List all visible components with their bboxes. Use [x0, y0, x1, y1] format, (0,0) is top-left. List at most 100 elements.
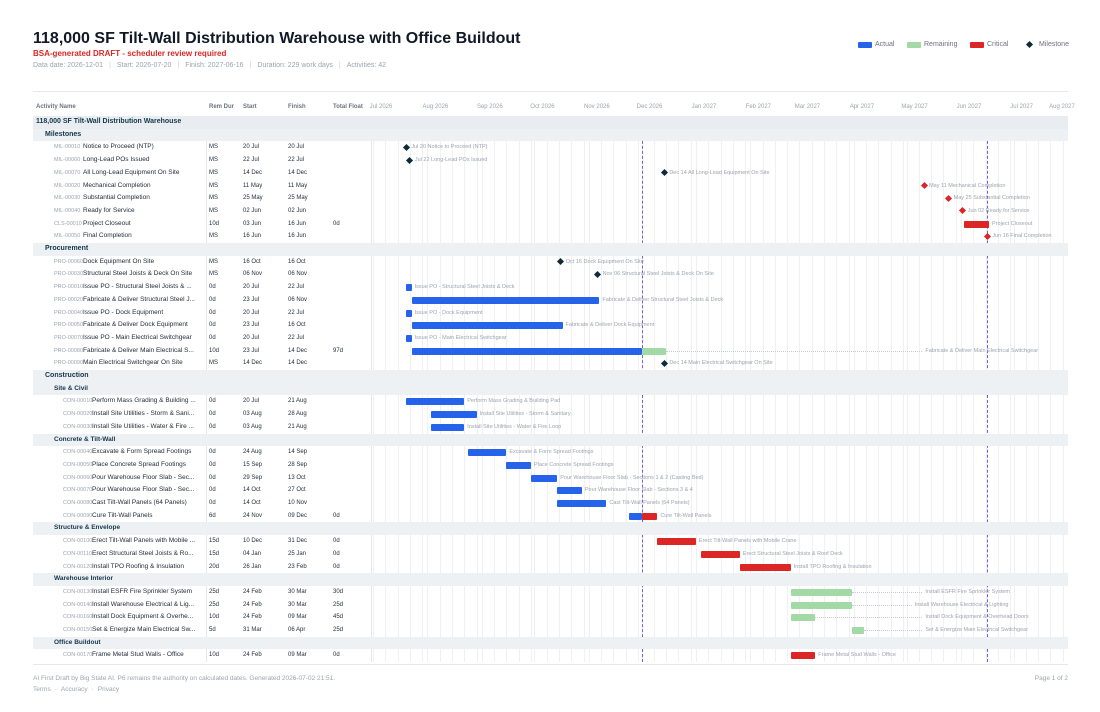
activity-row[interactable]: PRO-00050 Fabricate & Deliver Dock Equipm…: [33, 319, 1068, 332]
activity-row[interactable]: CON-00080 Cast Tilt-Wall Panels (64 Panel…: [33, 497, 1068, 510]
activity-row[interactable]: CON-00140 Install Warehouse Electrical & …: [33, 599, 1068, 612]
activity-row[interactable]: PRO-00010 Issue PO - Structural Steel Joi…: [33, 281, 1068, 294]
activity-row[interactable]: CON-00060 Pour Warehouse Floor Slab - Sec…: [33, 472, 1068, 485]
activity-row[interactable]: CON-00110 Erect Structural Steel Joists &…: [33, 548, 1068, 561]
activity-row[interactable]: MIL-00010 Notice to Proceed (NTP) MS 20 Jul…: [33, 141, 1068, 154]
group-row: Structure & Envelope: [33, 522, 1068, 536]
start-cell: 11 May: [243, 182, 263, 189]
finish-cell: 22 Jul: [288, 157, 305, 164]
group-row: 118,000 SF Tilt-Wall Distribution Wareho…: [33, 116, 1068, 129]
header-divider: [33, 91, 1068, 92]
rem-dur-cell: 25d: [209, 601, 220, 608]
terms-link[interactable]: Terms: [33, 686, 51, 693]
bar-label: Install Site Utilities - Water & Fire Lo…: [467, 423, 562, 430]
activity-row[interactable]: CON-00070 Pour Warehouse Floor Slab - Sec…: [33, 484, 1068, 497]
activity-row[interactable]: PRO-00070 Issue PO - Main Electrical Swit…: [33, 332, 1068, 345]
activity-code: PRO-00060: [54, 258, 84, 265]
start-cell: 14 Oct: [243, 500, 261, 506]
activity-name: Install ESFR Fire Sprinkler System: [92, 587, 193, 595]
draft-warning: BSA-generated DRAFT - scheduler review r…: [33, 49, 227, 58]
group-row: Construction: [33, 370, 1068, 383]
bar-label: Install TPO Roofing & Insulation: [793, 563, 872, 570]
activity-row[interactable]: CON-00010 Perform Mass Grading & Building…: [33, 395, 1068, 408]
activity-row[interactable]: CON-00120 Install TPO Roofing & Insulatio…: [33, 561, 1068, 574]
activity-row[interactable]: MIL-00070 All Long-Lead Equipment On Site…: [33, 167, 1068, 180]
rem-dur-cell: 10d: [209, 652, 220, 659]
month-label: Aug 2026: [422, 104, 449, 110]
rem-dur-cell: 0d: [209, 398, 216, 405]
month-label: Sep 2026: [476, 104, 503, 110]
activity-row[interactable]: CON-00090 Cure Tilt-Wall Panels 6d 24 Nov 09…: [33, 510, 1068, 523]
activity-name: Long-Lead POs Issued: [83, 156, 150, 164]
gantt-bar-remaining: [641, 512, 658, 520]
float-line: [852, 604, 912, 606]
gantt-bar: [852, 627, 865, 634]
start-cell: 03 Aug: [243, 411, 262, 418]
activity-name: Perform Mass Grading & Building ...: [92, 397, 196, 405]
activity-row[interactable]: CON-00020 Install Site Utilities - Storm …: [33, 408, 1068, 421]
start-cell: 14 Oct: [243, 487, 261, 494]
activity-row[interactable]: MIL-00050 Final Completion MS 16 Jun 16 Jun J…: [33, 230, 1068, 243]
accuracy-link[interactable]: Accuracy: [60, 686, 88, 693]
group-row: Office Buildout: [33, 636, 1068, 650]
gantt-bar: [557, 500, 607, 507]
bar-label: Fabricate & Deliver Main Electrical Swit…: [925, 347, 1039, 354]
finish-cell: 10 Nov: [288, 500, 308, 506]
activity-name: Final Completion: [83, 232, 132, 240]
start-cell: 15 Sep: [243, 461, 263, 468]
activity-row[interactable]: MIL-00030 Substantial Completion MS 25 May 2…: [33, 192, 1068, 205]
activity-row[interactable]: CON-00100 Erect Tilt-Wall Panels with Mob…: [33, 535, 1068, 548]
rem-dur-cell: MS: [209, 195, 218, 202]
bar-label: Erect Tilt-Wall Panels with Mobile Crane: [698, 538, 797, 545]
finish-cell: 23 Feb: [288, 563, 307, 570]
activity-name: Ready for Service: [83, 206, 135, 214]
activity-code: PRO-00020: [54, 296, 84, 303]
activity-name: Project Closeout: [83, 219, 131, 227]
activity-name: Erect Structural Steel Joists & Ro...: [92, 549, 194, 557]
meta-separator: |: [249, 62, 252, 69]
activity-row[interactable]: MIL-00060 Long-Lead POs Issued MS 22 Jul 22 …: [33, 154, 1068, 167]
rem-dur-cell: 0d: [209, 487, 216, 494]
bar-label: Dec 14 All Long-Lead Equipment On Site: [669, 169, 770, 176]
privacy-link[interactable]: Privacy: [97, 686, 120, 693]
finish-cell: 16 Jun: [288, 220, 307, 227]
finish-cell: 14 Dec: [288, 347, 308, 354]
activity-row[interactable]: CON-00040 Excavate & Form Spread Footings…: [33, 446, 1068, 459]
activity-row[interactable]: CON-00050 Place Concrete Spread Footings 0…: [33, 459, 1068, 472]
activity-name: Install Dock Equipment & Overhe...: [92, 613, 194, 621]
gantt-bar: [790, 601, 853, 609]
start-cell: 02 Jun: [243, 207, 262, 214]
group-label: Warehouse Interior: [54, 575, 113, 583]
gantt-bar: [430, 411, 477, 419]
activity-row[interactable]: CON-00160 Install Dock Equipment & Overhe…: [33, 611, 1068, 624]
activity-code: PRO-00040: [54, 309, 84, 316]
meta-separator: |: [177, 62, 180, 69]
bar-label: Jul 20 Notice to Proceed (NTP): [411, 144, 488, 151]
activity-name: Fabricate & Deliver Structural Steel J..…: [83, 295, 195, 303]
float-line: [864, 630, 923, 631]
bar-label: Fabricate & Deliver Dock Equipment: [565, 322, 655, 329]
activity-row[interactable]: CON-00130 Install ESFR Fire Sprinkler Sys…: [33, 586, 1068, 599]
activity-code: CON-00150: [63, 627, 93, 633]
milestone-diamond-icon: [983, 232, 991, 240]
activity-code: PRO-00050: [54, 322, 84, 329]
gantt-bar: [790, 652, 816, 660]
activity-row[interactable]: PRO-00030 Structural Steel Joists & Deck …: [33, 268, 1068, 281]
activity-row[interactable]: MIL-00020 Mechanical Completion MS 11 May 11…: [33, 180, 1068, 193]
month-label: May 2027: [901, 104, 928, 110]
finish-cell: 16 Jun: [288, 233, 307, 240]
activity-row[interactable]: PRO-00080 Fabricate & Deliver Main Electr…: [33, 345, 1068, 358]
activity-row[interactable]: MIL-00040 Ready for Service MS 02 Jun 02 Jun…: [33, 205, 1068, 218]
milestone-diamond-icon: [959, 207, 967, 215]
activity-row[interactable]: PRO-00060 Dock Equipment On Site MS 16 Oct 1…: [33, 256, 1068, 269]
activity-row[interactable]: CLS-00010 Project Closeout 10d 03 Jun 16 Jun…: [33, 218, 1068, 231]
activity-row[interactable]: PRO-00090 Main Electrical Switchgear On S…: [33, 357, 1068, 370]
start-cell: 23 Jul: [243, 322, 260, 329]
milestone-diamond-icon: [660, 169, 668, 177]
activity-row[interactable]: PRO-00020 Fabricate & Deliver Structural …: [33, 294, 1068, 307]
activity-row[interactable]: CON-00030 Install Site Utilities - Water …: [33, 421, 1068, 434]
activity-row[interactable]: PRO-00040 Issue PO - Dock Equipment 0d 20 J…: [33, 307, 1068, 320]
activity-row[interactable]: CON-00170 Frame Metal Stud Walls - Office…: [33, 649, 1068, 662]
activity-row[interactable]: CON-00150 Set & Energize Main Electrical …: [33, 624, 1068, 637]
legend-actual-label: Actual: [875, 41, 895, 48]
